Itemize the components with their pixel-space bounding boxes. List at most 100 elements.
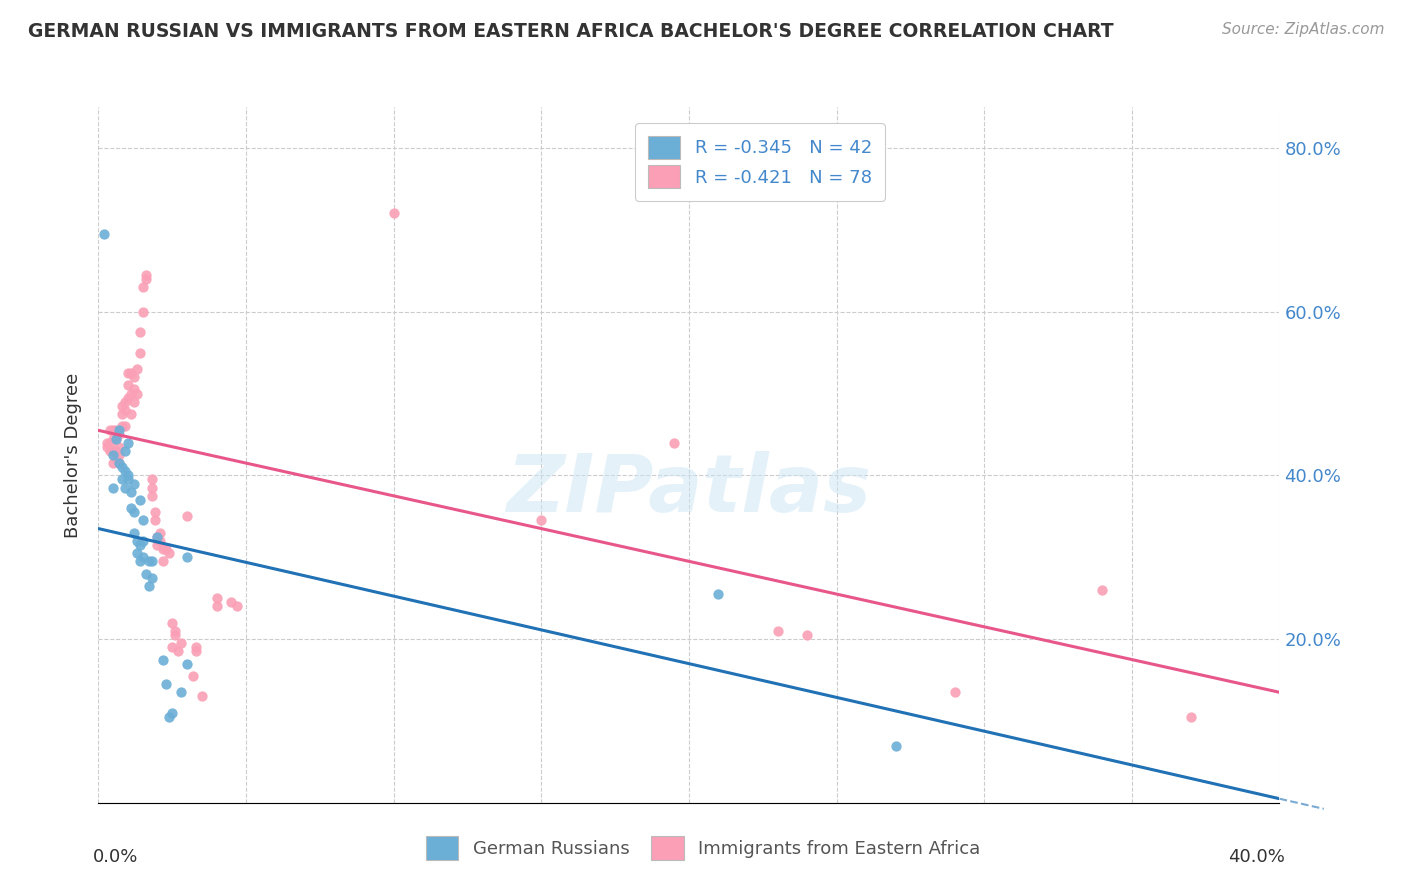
Point xyxy=(103,443,125,458)
Y-axis label: Bachelor's Degree: Bachelor's Degree xyxy=(65,372,83,538)
Point xyxy=(93,227,115,241)
Point xyxy=(103,423,125,437)
Point xyxy=(138,579,160,593)
Point xyxy=(132,304,155,318)
Point xyxy=(120,366,142,380)
Point xyxy=(1091,582,1114,597)
Point xyxy=(105,423,128,437)
Point xyxy=(111,399,134,413)
Point xyxy=(530,513,553,527)
Point xyxy=(766,624,789,638)
Point xyxy=(943,685,966,699)
Point xyxy=(108,456,131,470)
Point xyxy=(219,595,242,609)
Text: GERMAN RUSSIAN VS IMMIGRANTS FROM EASTERN AFRICA BACHELOR'S DEGREE CORRELATION C: GERMAN RUSSIAN VS IMMIGRANTS FROM EASTER… xyxy=(28,22,1114,41)
Point xyxy=(105,443,128,458)
Point xyxy=(132,550,155,565)
Point xyxy=(128,325,150,339)
Point xyxy=(167,644,190,658)
Point xyxy=(105,432,128,446)
Point xyxy=(111,460,134,475)
Point xyxy=(111,407,134,421)
Point xyxy=(143,513,166,527)
Point xyxy=(114,394,136,409)
Point xyxy=(103,456,125,470)
Point xyxy=(146,530,169,544)
Text: ZIPatlas: ZIPatlas xyxy=(506,450,872,529)
Point xyxy=(135,268,157,282)
Point xyxy=(108,448,131,462)
Point xyxy=(122,505,145,519)
Point xyxy=(117,391,139,405)
Point xyxy=(138,554,160,568)
Point xyxy=(181,669,204,683)
Point xyxy=(120,501,142,516)
Point xyxy=(125,386,148,401)
Point xyxy=(176,550,198,565)
Point xyxy=(165,628,187,642)
Point xyxy=(120,407,142,421)
Point xyxy=(111,473,134,487)
Point xyxy=(664,435,686,450)
Point xyxy=(103,432,125,446)
Point xyxy=(108,423,131,437)
Point xyxy=(103,481,125,495)
Text: Source: ZipAtlas.com: Source: ZipAtlas.com xyxy=(1222,22,1385,37)
Point xyxy=(176,657,198,671)
Point xyxy=(125,362,148,376)
Point xyxy=(1180,710,1202,724)
Point xyxy=(117,468,139,483)
Point xyxy=(176,509,198,524)
Point xyxy=(149,525,172,540)
Point xyxy=(165,624,187,638)
Point xyxy=(143,505,166,519)
Point xyxy=(146,538,169,552)
Point xyxy=(108,456,131,470)
Point xyxy=(98,423,121,437)
Point xyxy=(114,443,136,458)
Point xyxy=(141,554,163,568)
Legend: German Russians, Immigrants from Eastern Africa: German Russians, Immigrants from Eastern… xyxy=(419,830,987,867)
Point xyxy=(120,386,142,401)
Point xyxy=(141,489,163,503)
Point xyxy=(184,644,207,658)
Point xyxy=(114,419,136,434)
Point xyxy=(105,432,128,446)
Point xyxy=(205,599,228,614)
Point xyxy=(157,546,180,560)
Point xyxy=(122,525,145,540)
Point xyxy=(117,378,139,392)
Point xyxy=(170,685,193,699)
Point xyxy=(141,473,163,487)
Point xyxy=(226,599,249,614)
Point xyxy=(117,473,139,487)
Point xyxy=(128,538,150,552)
Point xyxy=(205,591,228,606)
Point xyxy=(111,419,134,434)
Point xyxy=(96,435,118,450)
Point xyxy=(114,464,136,478)
Point xyxy=(152,542,174,557)
Point xyxy=(152,554,174,568)
Point xyxy=(884,739,907,753)
Point xyxy=(162,640,183,655)
Point xyxy=(162,706,183,720)
Point xyxy=(152,652,174,666)
Text: 40.0%: 40.0% xyxy=(1229,848,1285,866)
Point xyxy=(141,481,163,495)
Point xyxy=(132,533,155,548)
Point xyxy=(122,370,145,384)
Point xyxy=(122,394,145,409)
Point xyxy=(125,546,148,560)
Point xyxy=(382,206,405,220)
Point xyxy=(135,566,157,581)
Point xyxy=(149,533,172,548)
Point xyxy=(135,272,157,286)
Point xyxy=(132,280,155,294)
Point xyxy=(141,571,163,585)
Point xyxy=(98,443,121,458)
Point xyxy=(155,677,177,691)
Point xyxy=(122,383,145,397)
Point xyxy=(125,533,148,548)
Point xyxy=(120,484,142,499)
